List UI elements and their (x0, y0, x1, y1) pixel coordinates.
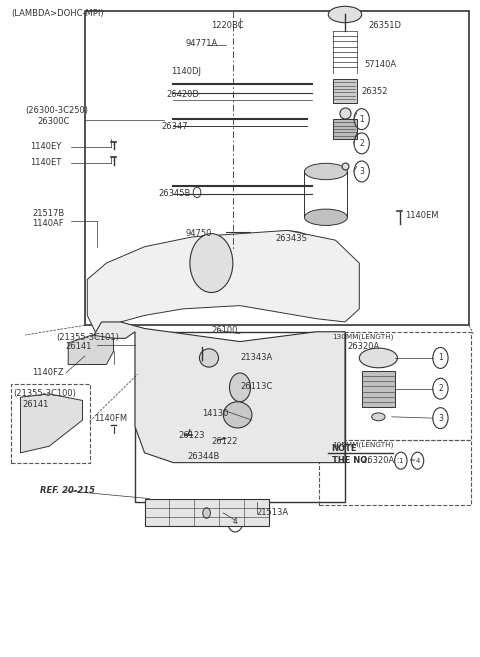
Text: 26351D: 26351D (369, 21, 402, 30)
Text: 4: 4 (233, 517, 238, 526)
Text: 1140EY: 1140EY (30, 142, 61, 151)
Polygon shape (333, 79, 357, 102)
Text: 105MM(LENGTH): 105MM(LENGTH) (332, 441, 394, 447)
Text: 1140ET: 1140ET (30, 158, 61, 168)
Text: 1: 1 (438, 353, 443, 363)
Text: THE NO.: THE NO. (332, 456, 370, 465)
Ellipse shape (199, 349, 218, 367)
Text: (21355-3C100): (21355-3C100) (13, 390, 76, 398)
Text: 94750: 94750 (185, 229, 212, 238)
Ellipse shape (360, 348, 397, 368)
Text: 26320A :: 26320A : (362, 456, 399, 465)
Text: 21343A: 21343A (240, 353, 272, 362)
Text: 26141: 26141 (66, 342, 92, 351)
Text: 1220BC: 1220BC (211, 21, 244, 30)
Text: 21517B: 21517B (33, 209, 65, 218)
Text: 1140AF: 1140AF (33, 219, 64, 229)
Text: 21513A: 21513A (257, 509, 289, 518)
Text: 1: 1 (360, 115, 364, 124)
Text: 1: 1 (398, 458, 403, 464)
Text: 3: 3 (359, 167, 364, 176)
Text: (21355-3C101): (21355-3C101) (56, 332, 119, 342)
Polygon shape (362, 371, 395, 407)
Text: 26300C: 26300C (37, 117, 70, 126)
Text: 26123: 26123 (178, 430, 204, 440)
Text: 26343S: 26343S (276, 235, 308, 243)
Ellipse shape (328, 7, 362, 22)
Text: 14130: 14130 (202, 409, 228, 418)
Ellipse shape (269, 231, 307, 243)
Ellipse shape (304, 209, 348, 225)
Text: 1140FZ: 1140FZ (33, 369, 64, 378)
Circle shape (203, 508, 210, 518)
Text: 2: 2 (438, 384, 443, 393)
Text: 26100: 26100 (211, 326, 238, 335)
Text: 26113C: 26113C (240, 382, 272, 390)
Text: 26122: 26122 (211, 436, 238, 445)
Circle shape (190, 234, 233, 292)
Ellipse shape (304, 164, 348, 179)
Text: 94771A: 94771A (185, 39, 217, 49)
Text: 1140DJ: 1140DJ (171, 67, 201, 76)
Text: 26352: 26352 (362, 87, 388, 96)
Polygon shape (68, 335, 114, 365)
Text: (LAMBDA>DOHC-MPI): (LAMBDA>DOHC-MPI) (11, 9, 104, 18)
Text: ~: ~ (408, 456, 415, 465)
Text: 1140EM: 1140EM (405, 212, 438, 221)
Text: 4: 4 (415, 458, 420, 464)
Text: 26345B: 26345B (158, 189, 190, 198)
Polygon shape (144, 499, 269, 526)
Polygon shape (21, 394, 83, 453)
Text: NOTE: NOTE (332, 443, 357, 453)
Circle shape (229, 373, 251, 402)
Text: 57140A: 57140A (364, 60, 396, 70)
Text: 130MM(LENGTH): 130MM(LENGTH) (332, 333, 394, 340)
Text: 1140FM: 1140FM (95, 415, 128, 423)
Polygon shape (87, 231, 360, 335)
Text: 26344B: 26344B (188, 451, 220, 461)
Text: (26300-3C250): (26300-3C250) (25, 106, 88, 115)
Text: 2: 2 (360, 139, 364, 148)
Text: REF. 20-215: REF. 20-215 (39, 486, 95, 495)
Ellipse shape (223, 402, 252, 428)
Text: 26347: 26347 (161, 122, 188, 131)
Ellipse shape (372, 413, 385, 420)
Polygon shape (333, 119, 357, 139)
Text: 26420D: 26420D (166, 91, 199, 99)
Text: 26320A: 26320A (348, 342, 380, 351)
Text: 3: 3 (438, 414, 443, 422)
Text: 26141: 26141 (23, 400, 49, 409)
Polygon shape (92, 322, 345, 463)
